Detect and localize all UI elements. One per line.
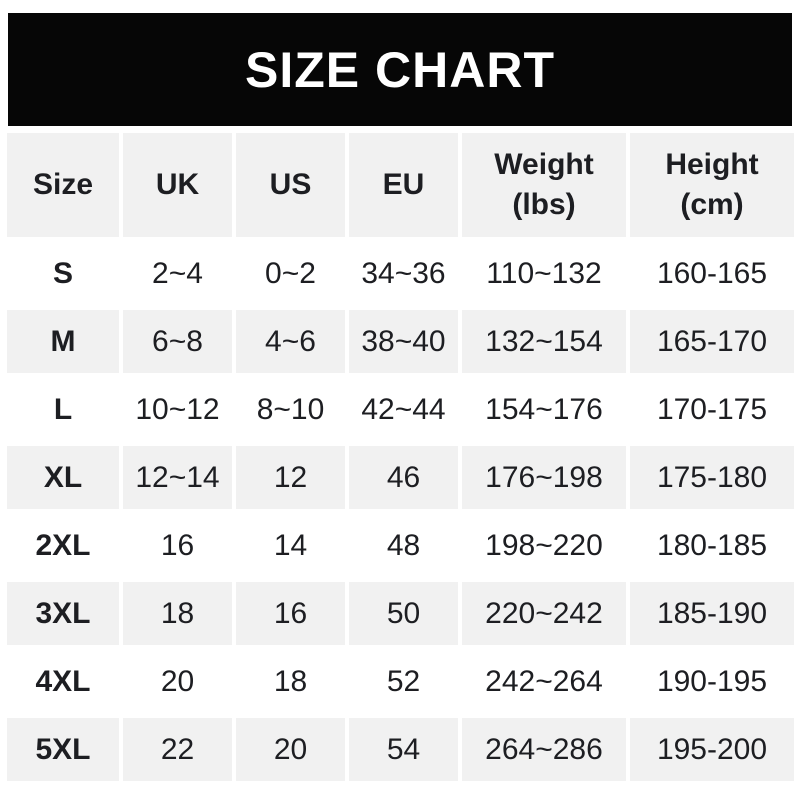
header-label: Weight <box>494 148 594 182</box>
us-cell: 16 <box>236 582 345 645</box>
header-sublabel: (lbs) <box>512 188 576 221</box>
page-title: SIZE CHART <box>245 41 555 98</box>
us-cell: 8~10 <box>236 378 345 441</box>
us-cell: 4~6 <box>236 310 345 373</box>
size-cell: 5XL <box>7 718 119 781</box>
eu-cell: 48 <box>349 514 458 577</box>
us-cell: 12 <box>236 446 345 509</box>
header-label: UK <box>155 168 200 202</box>
eu-cell: 34~36 <box>349 242 458 305</box>
height-cell: 165-170 <box>630 310 794 373</box>
height-cell: 160-165 <box>630 242 794 305</box>
size-cell: 4XL <box>7 650 119 713</box>
column-header-height: Height (cm) <box>630 133 794 237</box>
column-header-size: Size <box>7 133 119 237</box>
eu-cell: 46 <box>349 446 458 509</box>
column-header-weight: Weight (lbs) <box>462 133 626 237</box>
size-cell: M <box>7 310 119 373</box>
eu-cell: 50 <box>349 582 458 645</box>
uk-cell: 2~4 <box>123 242 232 305</box>
height-cell: 185-190 <box>630 582 794 645</box>
uk-cell: 12~14 <box>123 446 232 509</box>
uk-cell: 10~12 <box>123 378 232 441</box>
us-cell: 14 <box>236 514 345 577</box>
weight-cell: 264~286 <box>462 718 626 781</box>
height-cell: 180-185 <box>630 514 794 577</box>
height-cell: 190-195 <box>630 650 794 713</box>
weight-cell: 176~198 <box>462 446 626 509</box>
header-sublabel: (cm) <box>680 188 744 221</box>
eu-cell: 54 <box>349 718 458 781</box>
eu-cell: 42~44 <box>349 378 458 441</box>
column-header-eu: EU <box>349 133 458 237</box>
column-header-us: US <box>236 133 345 237</box>
weight-cell: 242~264 <box>462 650 626 713</box>
uk-cell: 18 <box>123 582 232 645</box>
eu-cell: 52 <box>349 650 458 713</box>
header-label: Size <box>32 168 94 202</box>
height-cell: 175-180 <box>630 446 794 509</box>
size-cell: L <box>7 378 119 441</box>
header-label: US <box>269 168 312 202</box>
eu-cell: 38~40 <box>349 310 458 373</box>
column-header-uk: UK <box>123 133 232 237</box>
header-label: EU <box>382 168 425 202</box>
uk-cell: 20 <box>123 650 232 713</box>
size-chart-table: Size UK US EU Weight (lbs) Height (cm) <box>7 133 794 781</box>
height-cell: 195-200 <box>630 718 794 781</box>
height-cell: 170-175 <box>630 378 794 441</box>
uk-cell: 16 <box>123 514 232 577</box>
weight-cell: 132~154 <box>462 310 626 373</box>
size-cell: S <box>7 242 119 305</box>
size-cell: XL <box>7 446 119 509</box>
size-cell: 3XL <box>7 582 119 645</box>
weight-cell: 220~242 <box>462 582 626 645</box>
size-cell: 2XL <box>7 514 119 577</box>
us-cell: 0~2 <box>236 242 345 305</box>
us-cell: 20 <box>236 718 345 781</box>
weight-cell: 198~220 <box>462 514 626 577</box>
us-cell: 18 <box>236 650 345 713</box>
header-label: Height <box>665 148 759 182</box>
banner: SIZE CHART <box>8 13 792 126</box>
uk-cell: 22 <box>123 718 232 781</box>
weight-cell: 110~132 <box>462 242 626 305</box>
uk-cell: 6~8 <box>123 310 232 373</box>
weight-cell: 154~176 <box>462 378 626 441</box>
